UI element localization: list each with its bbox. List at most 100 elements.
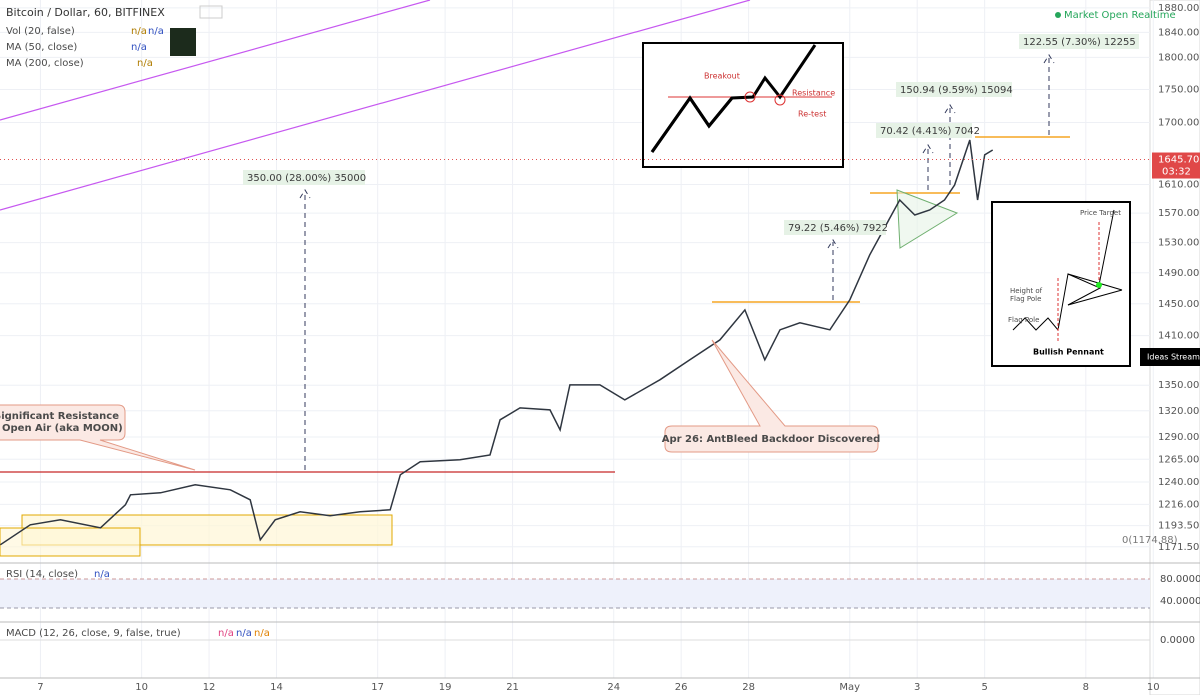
axes: 1171.50 1193.50 1216.00 1240.00 1265.00 1290.… bbox=[37, 3, 1199, 693]
y-tick-label: 1750.00 bbox=[1158, 84, 1199, 95]
callout bbox=[0, 404, 196, 471]
x-tick-label: 17 bbox=[371, 682, 384, 693]
y-tick-label: 1290.00 bbox=[1158, 432, 1199, 443]
y-tick-label: 1800.00 bbox=[1158, 52, 1199, 63]
y-tick-label: 1610.00 bbox=[1158, 180, 1199, 191]
y-tick-label: 1320.00 bbox=[1158, 406, 1199, 417]
y-tick-label: 1171.50 bbox=[1158, 542, 1199, 553]
status-dot bbox=[1055, 12, 1061, 18]
x-tick-label: 8 bbox=[1083, 682, 1089, 693]
x-tick-label: 26 bbox=[675, 682, 688, 693]
last-price-label: 1645.70 bbox=[1158, 155, 1199, 166]
y-tick-label: 1193.50 bbox=[1158, 521, 1199, 532]
measure-label: 150.94 (9.59%) 15094 bbox=[900, 85, 1013, 96]
ideas-stream-button[interactable] bbox=[1140, 348, 1200, 366]
label-bg bbox=[896, 82, 1012, 97]
measure-label: 79.22 (5.46%) 7922 bbox=[788, 223, 888, 234]
diagram-path bbox=[1067, 273, 1123, 291]
series bbox=[0, 139, 994, 546]
indicator-label: MA (200, close) bbox=[6, 58, 84, 69]
breakout-diagram bbox=[642, 42, 844, 168]
y-tick-label: 1216.00 bbox=[1158, 499, 1199, 510]
price-line bbox=[0, 139, 994, 546]
diagram-label: Breakout bbox=[704, 72, 740, 81]
indicator-value: n/a bbox=[131, 26, 147, 37]
indicator-value: n/a bbox=[148, 26, 164, 37]
trend-line bbox=[0, 0, 751, 211]
y-tick-label: 1570.00 bbox=[1158, 208, 1199, 219]
x-tick-label: May bbox=[839, 682, 860, 693]
trend-line bbox=[0, 0, 431, 121]
x-tick-label: 12 bbox=[203, 682, 216, 693]
diagram-path bbox=[1067, 289, 1123, 306]
y-tick-label: 1530.00 bbox=[1158, 238, 1199, 249]
pennant-diagram bbox=[991, 201, 1131, 367]
pane-label: RSI (14, close) bbox=[6, 569, 78, 580]
grid bbox=[0, 0, 1154, 678]
indicator-label: Vol (20, false) bbox=[6, 26, 75, 37]
label-bg bbox=[876, 123, 972, 138]
callout-text: Significant Resistance bbox=[0, 411, 119, 422]
x-tick-label: 21 bbox=[506, 682, 519, 693]
x-tick-label: 10 bbox=[1147, 682, 1160, 693]
y-tick-label: 1450.00 bbox=[1158, 299, 1199, 310]
diagram-path bbox=[1098, 209, 1115, 286]
rsi-band bbox=[0, 579, 1150, 608]
avatar[interactable] bbox=[170, 28, 196, 56]
indicator-value: n/a bbox=[137, 58, 153, 69]
x-tick-label: 10 bbox=[135, 682, 148, 693]
pane-tick: 80.0000 bbox=[1160, 574, 1200, 585]
x-tick-label: 5 bbox=[981, 682, 987, 693]
x-tick-label: 24 bbox=[607, 682, 620, 693]
diagram-label: Flag Pole bbox=[1008, 316, 1039, 324]
y-tick-label: 1840.00 bbox=[1158, 27, 1199, 38]
countdown: 03:32 bbox=[1162, 167, 1191, 178]
diagram-path bbox=[650, 95, 734, 153]
header-icons[interactable] bbox=[199, 5, 223, 19]
chart-title: Bitcoin / Dollar, 60, BITFINEX bbox=[6, 6, 165, 19]
y-tick-label: 1410.00 bbox=[1158, 331, 1199, 342]
diagram-mark bbox=[1096, 282, 1102, 288]
last-price-tag bbox=[1152, 152, 1200, 179]
pane-value: n/a bbox=[236, 628, 252, 639]
y-tick-label: 1700.00 bbox=[1158, 118, 1199, 129]
y-tick-label: 1265.00 bbox=[1158, 454, 1199, 465]
diagram-label: Flag Pole bbox=[1010, 295, 1041, 303]
market-status: Market Open Realtime bbox=[1064, 10, 1176, 21]
measure-label: 350.00 (28.00%) 35000 bbox=[247, 173, 366, 184]
label-bg bbox=[243, 170, 365, 185]
y-tick-label: 1240.00 bbox=[1158, 477, 1199, 488]
callout-text: Open Air (aka MOON) bbox=[2, 423, 123, 434]
volume-label: 0(1174.88) bbox=[1122, 535, 1178, 546]
pane-label: MACD (12, 26, close, 9, false, true) bbox=[6, 628, 181, 639]
diagram-mark bbox=[774, 94, 786, 106]
label-bg bbox=[784, 220, 886, 235]
diagram-mark bbox=[744, 91, 756, 103]
price-axis bbox=[1149, 0, 1200, 696]
diagram-path bbox=[1012, 273, 1102, 332]
label-bg bbox=[1019, 34, 1139, 49]
pane-value: n/a bbox=[94, 569, 110, 580]
range-box bbox=[0, 527, 141, 557]
x-tick-label: 28 bbox=[742, 682, 755, 693]
pane-tick: 40.0000 bbox=[1160, 596, 1200, 607]
indicator-value: n/a bbox=[131, 42, 147, 53]
y-tick-label: 1490.00 bbox=[1158, 268, 1199, 279]
x-tick-label: 14 bbox=[270, 682, 283, 693]
measure-label: 122.55 (7.30%) 12255 bbox=[1023, 37, 1136, 48]
diagram-title: Bullish Pennant bbox=[1033, 348, 1104, 357]
pane-tick: 0.0000 bbox=[1160, 635, 1195, 646]
pennant-shape bbox=[896, 189, 959, 249]
measure-label: 70.42 (4.41%) 7042 bbox=[880, 126, 980, 137]
pane-value: n/a bbox=[254, 628, 270, 639]
y-tick-label: 1350.00 bbox=[1158, 380, 1199, 391]
diagram-label: Height of bbox=[1010, 287, 1043, 295]
pane-value: n/a bbox=[218, 628, 234, 639]
indicator-label: MA (50, close) bbox=[6, 42, 77, 53]
x-tick-label: 7 bbox=[37, 682, 43, 693]
target-arrows bbox=[299, 54, 1055, 470]
ideas-stream-label[interactable]: Ideas Stream bbox=[1147, 353, 1200, 362]
diagram-label: Price Target bbox=[1080, 209, 1121, 217]
y-tick-label: 1880.00 bbox=[1158, 3, 1199, 14]
